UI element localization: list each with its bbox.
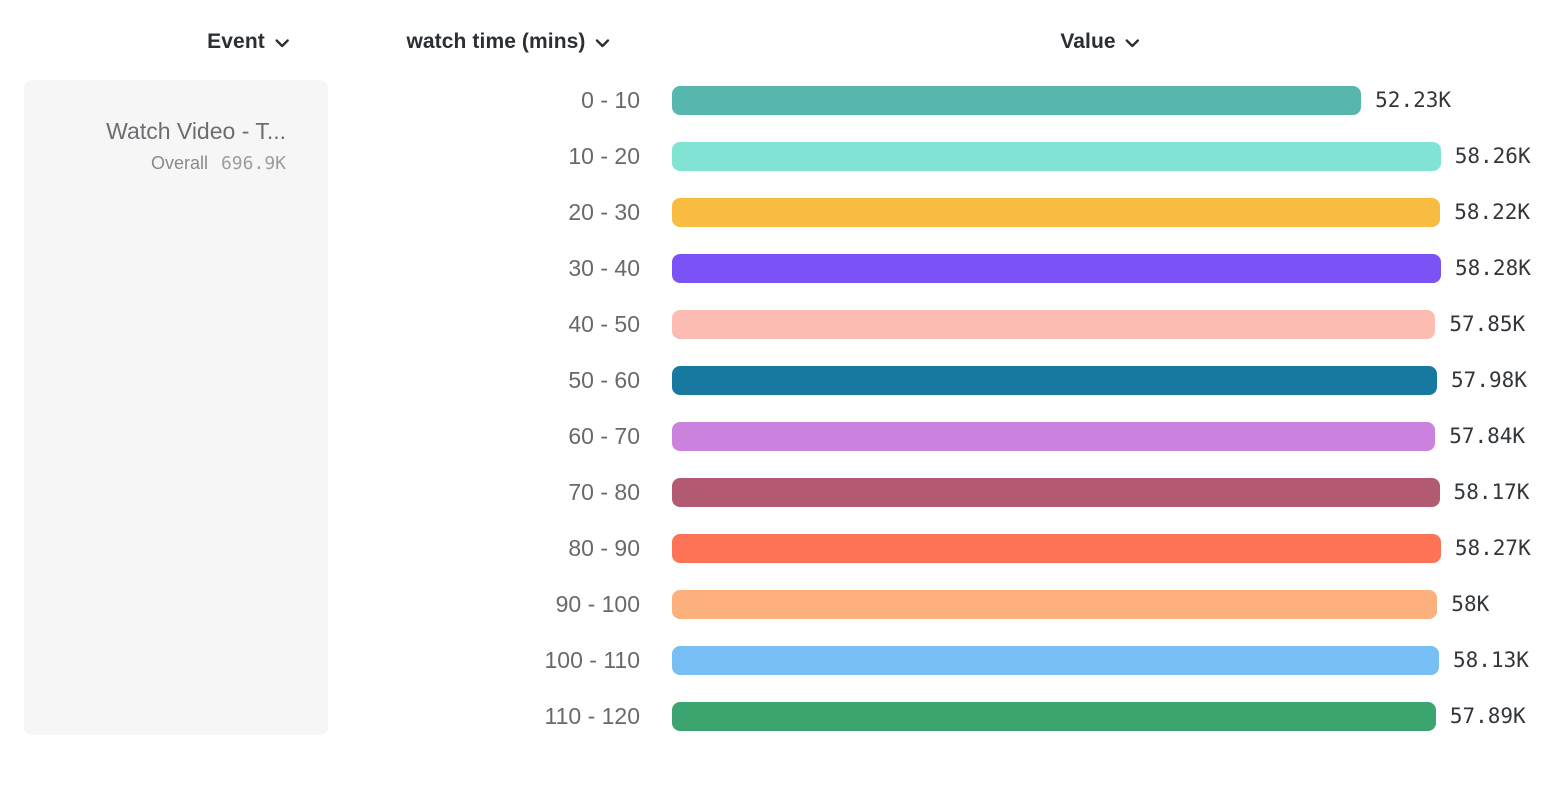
breakdown-column-label: watch time (mins) bbox=[406, 30, 586, 53]
bar-zone: 52.23K bbox=[672, 85, 1568, 115]
chart-row: 50 - 60 57.98K bbox=[400, 352, 1568, 408]
value-label: 58.22K bbox=[1454, 200, 1531, 224]
value-label: 58K bbox=[1451, 592, 1490, 616]
bar-zone: 58.28K bbox=[672, 253, 1568, 283]
bar-zone: 58.26K bbox=[672, 141, 1568, 171]
bar-70-80[interactable] bbox=[672, 477, 1440, 507]
chevron-down-icon bbox=[595, 30, 610, 54]
value-label: 57.84K bbox=[1449, 424, 1526, 448]
category-label: 80 - 90 bbox=[568, 534, 640, 561]
breakdown-column-header[interactable]: watch time (mins) bbox=[406, 28, 610, 56]
chart-row: 60 - 70 57.84K bbox=[400, 408, 1568, 464]
chart-row: 10 - 20 58.26K bbox=[400, 128, 1568, 184]
chart-row: 110 - 120 57.89K bbox=[400, 688, 1568, 744]
event-card[interactable]: Watch Video - T... Overall 696.9K bbox=[24, 80, 328, 735]
category-label: 70 - 80 bbox=[568, 478, 640, 505]
bar-40-50[interactable] bbox=[672, 309, 1436, 339]
bar-30-40[interactable] bbox=[672, 253, 1441, 283]
value-label: 58.26K bbox=[1454, 144, 1531, 168]
event-name: Watch Video - T... bbox=[106, 118, 286, 144]
value-label: 58.17K bbox=[1453, 480, 1530, 504]
bar-zone: 57.89K bbox=[672, 701, 1568, 731]
chevron-down-icon bbox=[1126, 30, 1140, 54]
bar-0-10[interactable] bbox=[672, 85, 1362, 115]
overall-value: 696.9K bbox=[220, 153, 286, 174]
category-label: 100 - 110 bbox=[544, 646, 640, 673]
bar-zone: 57.98K bbox=[672, 365, 1568, 395]
overall-label: Overall bbox=[150, 153, 208, 173]
chart-row: 70 - 80 58.17K bbox=[400, 464, 1568, 520]
overall-row: Overall 696.9K bbox=[40, 153, 286, 174]
chart-row: 0 - 10 52.23K bbox=[400, 72, 1568, 128]
category-label: 0 - 10 bbox=[581, 86, 640, 113]
bar-60-70[interactable] bbox=[672, 421, 1436, 451]
value-label: 58.27K bbox=[1454, 536, 1531, 560]
bar-zone: 58.17K bbox=[672, 477, 1568, 507]
chart-row: 30 - 40 58.28K bbox=[400, 240, 1568, 296]
value-label: 58.13K bbox=[1453, 648, 1529, 672]
value-label: 58.28K bbox=[1455, 256, 1531, 280]
value-label: 57.98K bbox=[1451, 368, 1527, 392]
bar-90-100[interactable] bbox=[672, 589, 1438, 619]
category-label: 90 - 100 bbox=[555, 590, 640, 617]
event-column-header[interactable]: Event bbox=[207, 28, 289, 56]
category-label: 40 - 50 bbox=[568, 310, 640, 337]
category-label: 30 - 40 bbox=[568, 254, 640, 281]
value-label: 52.23K bbox=[1375, 88, 1452, 112]
bar-zone: 58.13K bbox=[672, 645, 1568, 675]
bar-zone: 58.27K bbox=[672, 533, 1568, 563]
chart-row: 100 - 110 58.13K bbox=[400, 632, 1568, 688]
bar-chart: 0 - 10 52.23K 10 - 20 58.26K 20 - 30 58.… bbox=[400, 72, 1568, 744]
bar-zone: 57.85K bbox=[672, 309, 1568, 339]
category-label: 110 - 120 bbox=[544, 702, 640, 729]
bar-80-90[interactable] bbox=[672, 533, 1441, 563]
category-label: 10 - 20 bbox=[568, 142, 640, 169]
category-label: 60 - 70 bbox=[568, 422, 640, 449]
bar-zone: 58.22K bbox=[672, 197, 1568, 227]
bar-110-120[interactable] bbox=[672, 701, 1436, 731]
chart-row: 90 - 100 58K bbox=[400, 576, 1568, 632]
value-label: 57.85K bbox=[1449, 312, 1526, 336]
chart-row: 80 - 90 58.27K bbox=[400, 520, 1568, 576]
chevron-down-icon bbox=[275, 30, 289, 54]
category-label: 50 - 60 bbox=[568, 366, 640, 393]
bar-zone: 58K bbox=[672, 589, 1568, 619]
value-column-label: Value bbox=[1060, 30, 1116, 53]
bar-50-60[interactable] bbox=[672, 365, 1438, 395]
category-label: 20 - 30 bbox=[568, 198, 640, 225]
bar-100-110[interactable] bbox=[672, 645, 1440, 675]
value-label: 57.89K bbox=[1449, 704, 1526, 728]
event-column-label: Event bbox=[207, 30, 265, 53]
chart-row: 20 - 30 58.22K bbox=[400, 184, 1568, 240]
bar-zone: 57.84K bbox=[672, 421, 1568, 451]
chart-row: 40 - 50 57.85K bbox=[400, 296, 1568, 352]
value-column-header[interactable]: Value bbox=[1060, 28, 1140, 56]
bar-10-20[interactable] bbox=[672, 141, 1441, 171]
bar-20-30[interactable] bbox=[672, 197, 1441, 227]
